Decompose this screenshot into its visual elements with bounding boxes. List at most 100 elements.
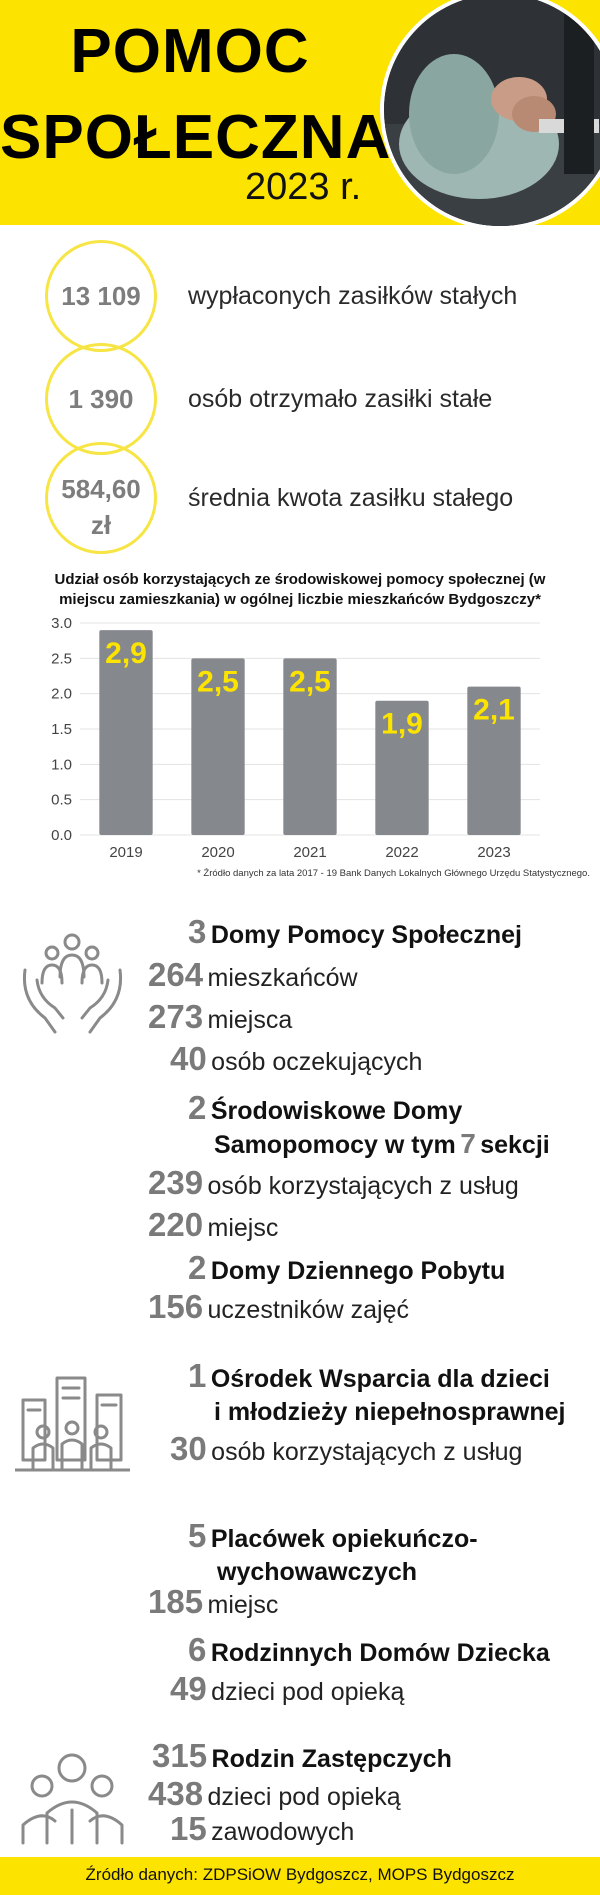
list-item-number: 220 bbox=[148, 1206, 204, 1243]
rz-count: 315 bbox=[152, 1737, 208, 1774]
dps-count: 3 bbox=[188, 913, 207, 950]
list-item: 264 mieszkańców bbox=[148, 956, 358, 997]
bar bbox=[467, 686, 521, 835]
ow-count: 1 bbox=[188, 1357, 207, 1394]
list-item-text: miejsc bbox=[207, 1214, 279, 1242]
family-group-icon bbox=[15, 1748, 130, 1853]
list-item: 156 uczestników zajęć bbox=[148, 1288, 409, 1329]
bar-data-label: 2,5 bbox=[289, 665, 331, 698]
stat-label: średnia kwota zasiłku stałego bbox=[188, 484, 514, 512]
rdd-heading: 6 Rodzinnych Domów Dziecka bbox=[188, 1631, 550, 1672]
city-family-icon bbox=[13, 1370, 132, 1485]
stat-unit: zł bbox=[90, 510, 112, 540]
y-tick-label: 0.0 bbox=[51, 827, 72, 844]
dps-heading: 3 Domy Pomocy Społecznej bbox=[188, 913, 522, 954]
list-item: 49 dzieci pod opieką bbox=[170, 1670, 404, 1711]
list-item: 239 osób korzystających z usług bbox=[148, 1164, 519, 1205]
x-tick-label: 2021 bbox=[293, 844, 326, 861]
ddp-count: 2 bbox=[188, 1249, 207, 1286]
x-tick-label: 2023 bbox=[477, 844, 510, 861]
list-item: 273 miejsca bbox=[148, 998, 292, 1039]
chart-title-line1: Udział osób korzystających ze środowisko… bbox=[54, 571, 546, 588]
list-item-number: 185 bbox=[148, 1583, 204, 1620]
po-heading: 5 Placówek opiekuńczo- bbox=[188, 1517, 478, 1558]
chart-title-line2: miejscu zamieszkania) w ogólnej liczbie … bbox=[59, 591, 541, 608]
footer-bar bbox=[0, 1857, 600, 1895]
list-item-number: 239 bbox=[148, 1164, 204, 1201]
footer-source: Źródło danych: ZDPSiOW Bydgoszcz, MOPS B… bbox=[85, 1865, 515, 1884]
y-tick-label: 0.5 bbox=[51, 792, 72, 809]
bar-data-label: 2,9 bbox=[105, 637, 147, 670]
dps-title: Domy Pomocy Społecznej bbox=[210, 921, 523, 949]
bar-data-label: 2,5 bbox=[197, 665, 239, 698]
po-count: 5 bbox=[188, 1517, 207, 1554]
list-item-number: 264 bbox=[148, 956, 204, 993]
list-item: 40 osób oczekujących bbox=[170, 1040, 422, 1081]
y-tick-label: 1.0 bbox=[51, 756, 72, 773]
list-item-text: osób korzystających z usług bbox=[211, 1438, 523, 1466]
bar bbox=[191, 658, 245, 835]
list-item-text: dzieci pod opieką bbox=[207, 1783, 401, 1811]
bar bbox=[375, 700, 429, 835]
y-tick-label: 3.0 bbox=[51, 615, 72, 632]
bar-data-label: 2,1 bbox=[473, 694, 515, 727]
stat-circle bbox=[45, 442, 157, 554]
rdd-count: 6 bbox=[188, 1631, 207, 1668]
rz-heading: 315 Rodzin Zastępczych bbox=[152, 1737, 452, 1778]
ow-title-line1: Ośrodek Wsparcia dla dzieci bbox=[210, 1365, 550, 1393]
list-item-number: 438 bbox=[148, 1775, 204, 1812]
sds-title-line1: Środowiskowe Domy bbox=[210, 1097, 463, 1125]
bar bbox=[283, 658, 337, 835]
stat-label: wypłaconych zasiłków stałych bbox=[188, 282, 518, 310]
list-item-text: zawodowych bbox=[211, 1818, 355, 1846]
list-item-text: uczestników zajęć bbox=[207, 1296, 409, 1324]
list-item-text: miejsc bbox=[207, 1591, 279, 1619]
sds-heading: 2 Środowiskowe Domy bbox=[188, 1089, 462, 1130]
stat-value: 1 390 bbox=[68, 384, 134, 414]
list-item-number: 273 bbox=[148, 998, 204, 1035]
list-item-text: miejsca bbox=[207, 1006, 293, 1034]
ddp-heading: 2 Domy Dziennego Pobytu bbox=[188, 1249, 505, 1290]
list-item: 185 miejsc bbox=[148, 1583, 278, 1624]
list-item-text: osób oczekujących bbox=[211, 1048, 423, 1076]
sds-title-text: Samopomocy w tym bbox=[214, 1131, 456, 1159]
x-tick-label: 2019 bbox=[109, 844, 142, 861]
stat-value: 13 109 bbox=[61, 281, 141, 311]
list-item-text: mieszkańców bbox=[207, 964, 358, 992]
list-item-number: 40 bbox=[170, 1040, 207, 1077]
po-title-line2: wychowawczych bbox=[217, 1553, 417, 1591]
care-hands-people-icon bbox=[15, 925, 130, 1045]
sds-title-text: sekcji bbox=[480, 1131, 550, 1159]
ow-title-text: i młodzieży niepełnosprawnej bbox=[214, 1398, 566, 1426]
list-item-number: 30 bbox=[170, 1430, 207, 1467]
y-tick-label: 2.0 bbox=[51, 686, 72, 703]
list-item-number: 49 bbox=[170, 1670, 207, 1707]
ow-title-line2: i młodzieży niepełnosprawnej bbox=[214, 1393, 565, 1431]
ddp-title: Domy Dziennego Pobytu bbox=[210, 1257, 506, 1285]
x-tick-label: 2020 bbox=[201, 844, 234, 861]
stat-label: osób otrzymało zasiłki stałe bbox=[188, 385, 493, 413]
sds-title-line2: Samopomocy w tym 7 sekcji bbox=[214, 1125, 550, 1164]
page-title-line1: POMOC bbox=[70, 17, 310, 86]
stat-value: 584,60 bbox=[61, 474, 141, 504]
list-item: 30 osób korzystających z usług bbox=[170, 1430, 522, 1471]
list-item: 15 zawodowych bbox=[170, 1810, 354, 1851]
chart-source-note: * Źródło danych za lata 2017 - 19 Bank D… bbox=[197, 868, 590, 879]
y-tick-label: 2.5 bbox=[51, 650, 72, 667]
po-title-text: wychowawczych bbox=[217, 1558, 418, 1586]
y-tick-label: 1.5 bbox=[51, 721, 72, 738]
list-item-number: 156 bbox=[148, 1288, 204, 1325]
x-tick-label: 2022 bbox=[385, 844, 418, 861]
list-item: 438 dzieci pod opieką bbox=[148, 1775, 401, 1816]
list-item-number: 15 bbox=[170, 1810, 207, 1847]
sds-section-count: 7 bbox=[460, 1128, 476, 1159]
chart-title: Udział osób korzystających ze środowisko… bbox=[20, 570, 580, 610]
ow-heading: 1 Ośrodek Wsparcia dla dzieci bbox=[188, 1357, 550, 1398]
list-item: 220 miejsc bbox=[148, 1206, 278, 1247]
bar-data-label: 1,9 bbox=[381, 708, 423, 741]
list-item-text: osób korzystających z usług bbox=[207, 1172, 519, 1200]
po-title-line1: Placówek opiekuńczo- bbox=[210, 1525, 478, 1553]
page-title-line2: SPOŁECZNA bbox=[0, 103, 392, 172]
bar bbox=[99, 630, 153, 835]
rz-title: Rodzin Zastępczych bbox=[211, 1745, 452, 1773]
